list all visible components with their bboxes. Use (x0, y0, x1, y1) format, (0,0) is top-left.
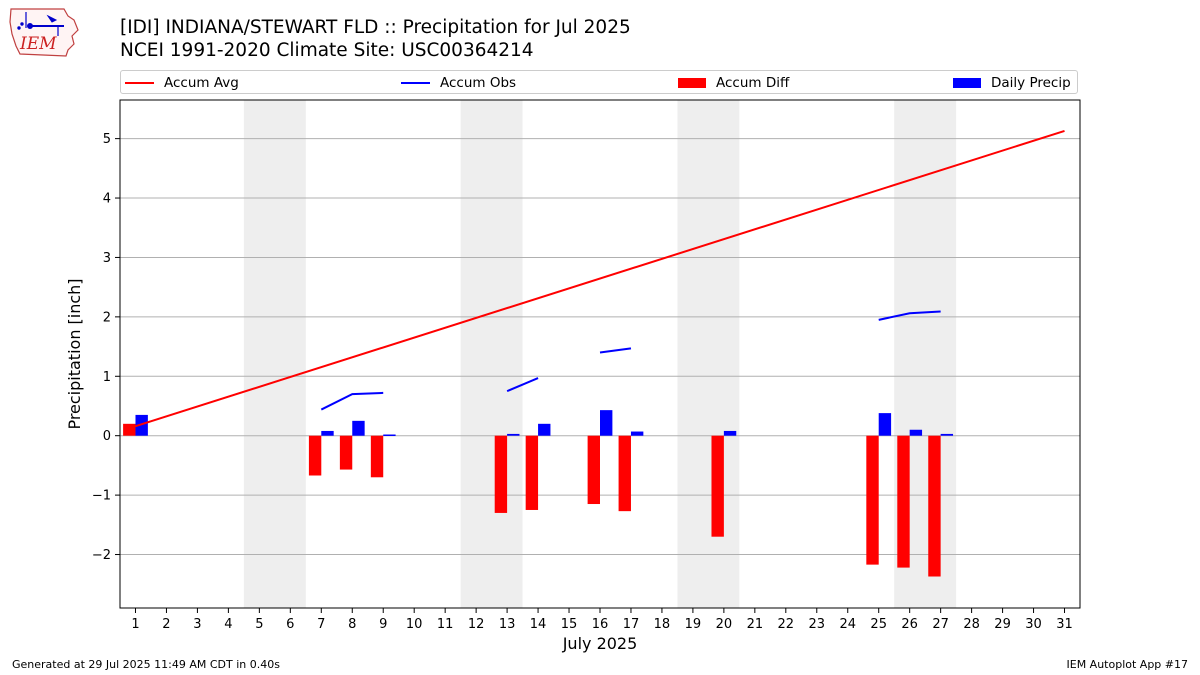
y-tick-label: 2 (103, 310, 111, 325)
x-tick-label: 22 (778, 617, 795, 632)
x-tick-label: 3 (193, 617, 201, 632)
x-tick-label: 7 (317, 617, 325, 632)
y-tick-label: 5 (103, 132, 111, 147)
x-tick-label: 9 (379, 617, 387, 632)
accum-diff-bar (928, 435, 941, 577)
iowa-outline-icon (9, 8, 79, 57)
x-tick-label: 24 (839, 617, 856, 632)
x-tick-label: 28 (963, 617, 980, 632)
x-tick-label: 6 (286, 617, 294, 632)
legend-item-accum-obs: Accum Obs (401, 74, 516, 92)
y-tick-label: 4 (103, 192, 111, 207)
accum-diff-bar (494, 435, 508, 513)
y-tick-label: −2 (92, 548, 111, 563)
x-tick-label: 16 (592, 617, 609, 632)
accum-diff-bar (370, 435, 384, 478)
daily-precip-bar (940, 433, 954, 436)
accum-avg-line (135, 129, 1065, 428)
chart-title: [IDI] INDIANA/STEWART FLD :: Precipitati… (120, 17, 631, 38)
chart-subtitle: NCEI 1991-2020 Climate Site: USC00364214 (120, 40, 534, 61)
x-tick-label: 30 (1025, 617, 1042, 632)
legend-label-accum-diff: Accum Diff (716, 75, 790, 91)
generated-timestamp: Generated at 29 Jul 2025 11:49 AM CDT in… (12, 658, 280, 671)
legend-swatch-accum-avg (125, 82, 154, 84)
accum-diff-bar (525, 435, 539, 510)
daily-precip-bar (630, 431, 644, 436)
x-tick-label: 29 (994, 617, 1011, 632)
accum-obs-line (506, 377, 539, 393)
iem-logo: IEM (9, 8, 79, 57)
daily-precip-bar (135, 414, 148, 436)
accum-obs-line (599, 347, 632, 354)
x-tick-label: 17 (623, 617, 640, 632)
x-tick-label: 15 (561, 617, 578, 632)
x-tick-label: 23 (809, 617, 826, 632)
x-tick-label: 26 (901, 617, 918, 632)
y-tick-label: −1 (92, 489, 111, 504)
x-tick-label: 21 (747, 617, 764, 632)
daily-precip-bar (538, 423, 551, 436)
x-tick-label: 11 (437, 617, 454, 632)
legend-item-daily-precip: Daily Precip (953, 74, 1071, 92)
y-tick-label: 1 (103, 370, 111, 385)
legend-swatch-daily-precip (953, 78, 981, 88)
accum-diff-bar (123, 423, 136, 436)
accum-diff-bar (866, 435, 879, 565)
x-tick-label: 18 (654, 617, 671, 632)
weather-station-icon (17, 12, 64, 36)
legend-label-accum-obs: Accum Obs (440, 75, 517, 91)
accum-diff-bar (711, 435, 724, 537)
x-tick-label: 19 (685, 617, 702, 632)
daily-precip-bar (723, 430, 737, 436)
legend-swatch-accum-diff (678, 78, 706, 88)
y-axis-label: Precipitation [inch] (65, 278, 84, 429)
accum-obs-line (878, 310, 941, 321)
iem-logo-text: IEM (19, 34, 57, 54)
legend-label-daily-precip: Daily Precip (991, 75, 1071, 91)
x-tick-label: 1 (131, 617, 139, 632)
y-tick-label: 3 (103, 251, 111, 266)
accum-diff-bar (308, 435, 322, 476)
y-tick-label: 0 (103, 429, 111, 444)
daily-precip-bar (352, 420, 365, 436)
daily-precip-bar (878, 413, 892, 436)
daily-precip-bar (507, 433, 520, 436)
legend-label-accum-avg: Accum Avg (164, 75, 239, 91)
x-tick-label: 12 (468, 617, 485, 632)
x-tick-label: 2 (162, 617, 170, 632)
x-tick-label: 4 (224, 617, 232, 632)
x-tick-label: 13 (499, 617, 516, 632)
legend-swatch-accum-obs (401, 82, 430, 84)
x-tick-label: 8 (348, 617, 356, 632)
x-tick-label: 25 (870, 617, 887, 632)
daily-precip-bar (321, 430, 334, 436)
x-tick-label: 10 (406, 617, 423, 632)
weekend-shade (243, 100, 306, 608)
x-tick-label: 14 (530, 617, 547, 632)
chart-legend: Accum Avg Accum Obs Accum Diff Daily Pre… (120, 70, 1078, 94)
legend-item-accum-avg: Accum Avg (125, 74, 239, 92)
x-tick-label: 31 (1056, 617, 1073, 632)
x-tick-label: 27 (932, 617, 949, 632)
app-label: IEM Autoplot App #17 (1066, 658, 1189, 671)
daily-precip-bar (909, 429, 923, 436)
x-tick-label: 5 (255, 617, 263, 632)
accum-diff-bar (587, 435, 600, 505)
weekend-shade (677, 100, 740, 608)
daily-precip-bar (600, 410, 613, 436)
daily-precip-bar (383, 434, 396, 437)
weekend-shade (460, 100, 523, 608)
accum-obs-line (320, 391, 384, 411)
accum-diff-bar (897, 435, 910, 568)
accum-diff-bar (618, 435, 631, 512)
x-tick-label: 20 (716, 617, 733, 632)
legend-item-accum-diff: Accum Diff (678, 74, 789, 92)
accum-diff-bar (339, 435, 353, 470)
x-axis-label: July 2025 (562, 634, 638, 653)
